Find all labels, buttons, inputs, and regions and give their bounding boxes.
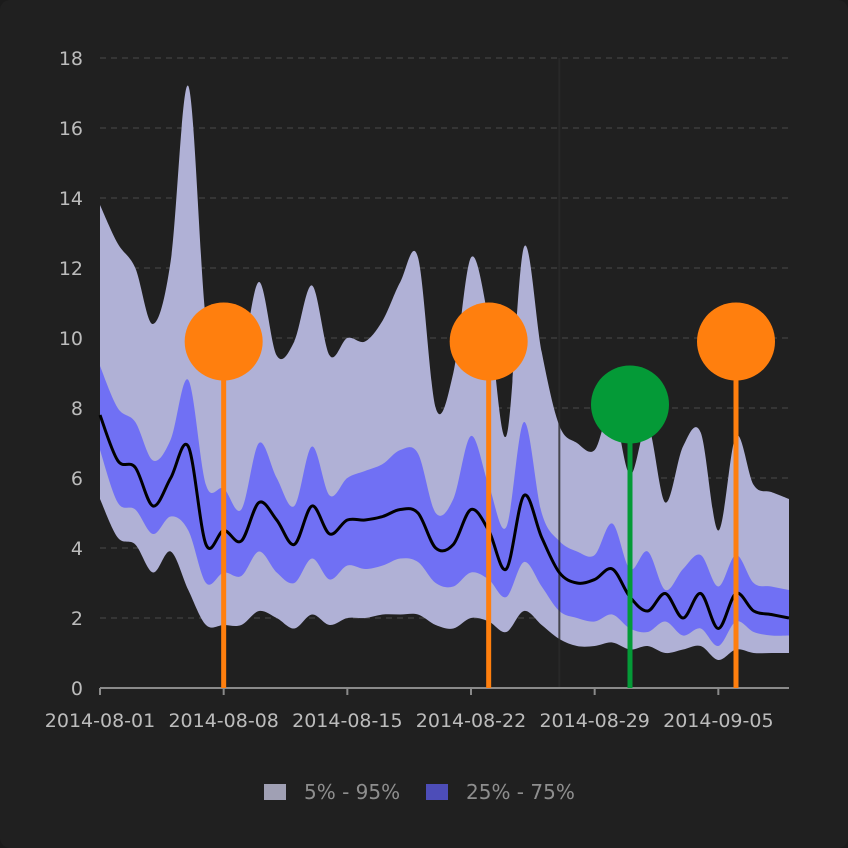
- event-marker[interactable]: [591, 365, 669, 444]
- x-tick-label: 2014-08-22: [416, 710, 526, 732]
- event-marker[interactable]: [449, 302, 528, 381]
- legend-label[interactable]: 5% - 95%: [304, 780, 400, 804]
- y-tick-label: 14: [59, 188, 83, 210]
- y-tick-label: 18: [59, 48, 83, 70]
- y-tick-label: 16: [59, 118, 83, 140]
- y-tick-label: 2: [71, 608, 83, 630]
- event-markers: [184, 302, 775, 688]
- event-marker[interactable]: [697, 302, 775, 381]
- x-tick-label: 2014-08-01: [45, 710, 155, 732]
- x-tick-label: 2014-09-05: [663, 710, 773, 732]
- y-tick-label: 8: [71, 398, 83, 420]
- median-line: [98, 414, 790, 631]
- x-tick-label: 2014-08-15: [292, 710, 402, 732]
- legend[interactable]: 5% - 95% 25% - 75%: [264, 780, 575, 804]
- median-group: [98, 414, 790, 631]
- event-marker[interactable]: [184, 302, 263, 381]
- x-tick-label: 2014-08-08: [168, 710, 278, 732]
- y-tick-label: 0: [71, 678, 83, 700]
- y-tick-label: 10: [59, 328, 83, 350]
- y-tick-label: 6: [71, 468, 83, 490]
- legend-swatch[interactable]: [426, 784, 448, 800]
- legend-label[interactable]: 25% - 75%: [466, 780, 575, 804]
- y-tick-label: 4: [71, 538, 83, 560]
- y-tick-label: 12: [59, 258, 83, 280]
- axes: 2014-08-01 2014-08-08 2014-08-15 2014-08-22…: [45, 687, 789, 732]
- x-tick-label: 2014-08-29: [539, 710, 649, 732]
- legend-swatch[interactable]: [264, 784, 286, 800]
